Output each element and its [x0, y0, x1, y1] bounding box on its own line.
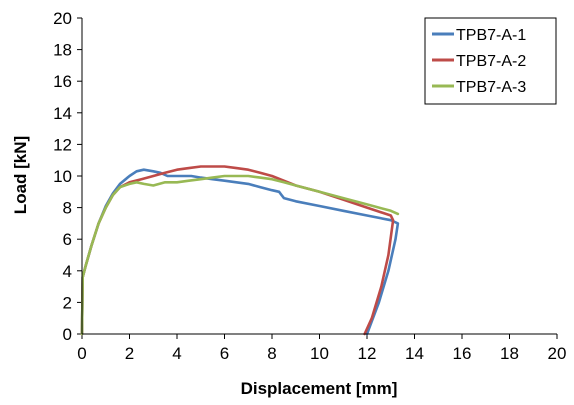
y-tick-label: 10: [53, 167, 72, 186]
y-tick-label: 6: [63, 230, 72, 249]
y-axis-ticks: 0 2 4 6 8 10 12 14 16 18 20: [53, 9, 82, 344]
y-tick-label: 18: [53, 41, 72, 60]
y-tick-label: 8: [63, 199, 72, 218]
y-tick-label: 4: [63, 262, 72, 281]
x-tick-label: 14: [405, 344, 424, 363]
y-tick-label: 20: [53, 9, 72, 28]
x-tick-label: 20: [548, 344, 567, 363]
series-line-3: [80, 174, 400, 336]
series-layer: [80, 165, 400, 336]
x-tick-label: 12: [358, 344, 377, 363]
x-tick-label: 16: [453, 344, 472, 363]
y-axis-title: Load [kN]: [11, 136, 30, 214]
legend-label-2: TPB7-A-2: [456, 53, 526, 70]
x-tick-label: 10: [310, 344, 329, 363]
x-tick-label: 4: [172, 344, 181, 363]
legend-label-1: TPB7-A-1: [456, 27, 526, 44]
y-tick-label: 2: [63, 293, 72, 312]
series-line-1: [80, 168, 400, 336]
legend: TPB7-A-1 TPB7-A-2 TPB7-A-3: [424, 17, 557, 105]
y-tick-label: 12: [53, 135, 72, 154]
x-axis-ticks: 0 2 4 6 8 10 12 14 16 18 20: [77, 334, 566, 363]
x-tick-label: 18: [500, 344, 519, 363]
legend-label-3: TPB7-A-3: [456, 79, 526, 96]
y-tick-label: 0: [63, 325, 72, 344]
x-tick-label: 8: [267, 344, 276, 363]
series-line-2: [80, 165, 395, 336]
x-tick-label: 2: [125, 344, 134, 363]
y-tick-label: 16: [53, 72, 72, 91]
x-tick-label: 0: [77, 344, 86, 363]
x-axis-title: Displacement [mm]: [241, 379, 398, 398]
y-tick-label: 14: [53, 104, 72, 123]
x-tick-label: 6: [220, 344, 229, 363]
